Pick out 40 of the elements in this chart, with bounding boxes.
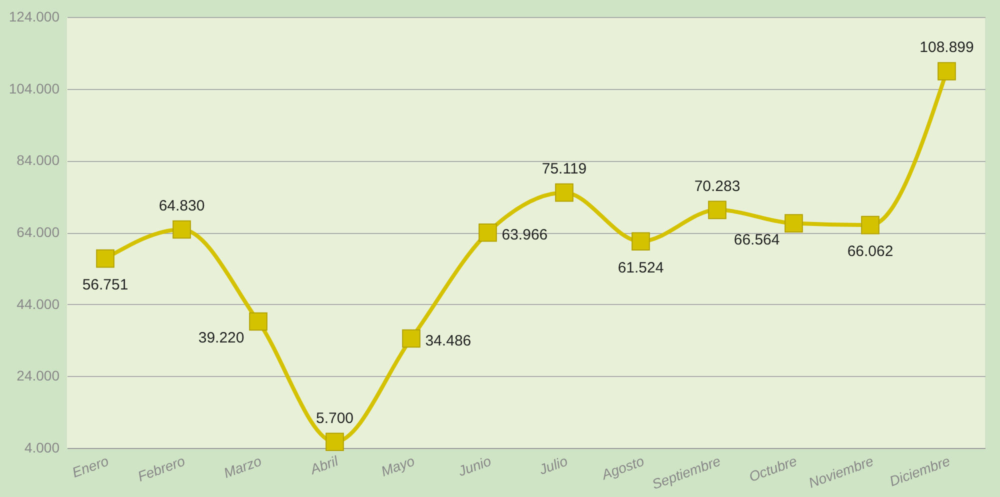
point (632, 232, 650, 251)
data-label: 108.899 (920, 39, 974, 56)
data-label: 70.283 (694, 178, 740, 195)
data-label: 75.119 (542, 160, 587, 178)
data-label: 66.564 (734, 231, 780, 248)
data-label: 66.062 (847, 243, 894, 260)
point (402, 329, 420, 348)
point (249, 312, 268, 331)
y-tick-label: 64.000 (16, 224, 60, 240)
data-label: 5.700 (316, 410, 354, 427)
point (938, 62, 956, 80)
data-label: 56.751 (82, 276, 128, 294)
x-tick-label: Mayo (378, 452, 417, 480)
x-tick-label: Febrero (135, 452, 188, 484)
x-tick-label: Abril (307, 452, 341, 478)
y-tick-label: 24.000 (16, 368, 60, 384)
point (172, 220, 191, 239)
x-tick-label: Julio (536, 452, 570, 478)
x-tick-label: Marzo (222, 452, 264, 481)
y-tick-label: 124.000 (8, 8, 60, 24)
x-tick-label: Octubre (746, 452, 800, 485)
x-tick-label: Junio (455, 452, 494, 480)
point (708, 200, 726, 220)
x-tick-label: Enero (70, 452, 111, 480)
x-tick-label: Agosto (598, 452, 646, 483)
data-label: 39.220 (198, 330, 244, 346)
point (478, 223, 497, 242)
y-tick-label: 44.000 (16, 296, 60, 312)
point (555, 183, 574, 202)
y-tick-label: 84.000 (16, 152, 60, 168)
point (326, 432, 344, 452)
y-tick-label: 104.000 (8, 80, 60, 96)
data-label: 61.524 (618, 259, 664, 276)
point (861, 216, 880, 234)
y-tick-label: 4.000 (24, 440, 60, 456)
point (96, 249, 114, 268)
data-label: 34.486 (425, 332, 472, 350)
point (784, 214, 803, 232)
data-label: 64.830 (158, 198, 205, 215)
data-label: 63.966 (502, 226, 548, 244)
